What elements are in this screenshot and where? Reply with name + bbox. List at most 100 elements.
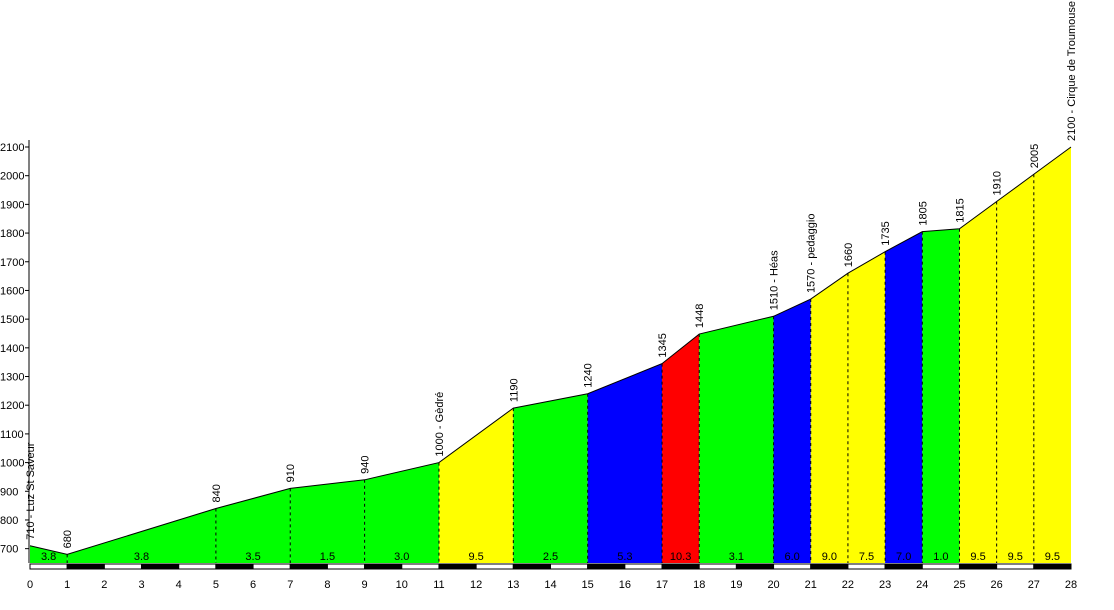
x-axis-strip-cell xyxy=(884,563,923,570)
elevation-point-label: 1735 xyxy=(880,221,892,245)
gradient-segment-8 xyxy=(662,334,700,563)
gradient-label: 3.0 xyxy=(394,551,409,563)
x-axis-strip-cell xyxy=(512,563,551,570)
gradient-segment-13 xyxy=(885,231,923,564)
x-axis-strip-cell xyxy=(847,563,886,570)
point-labels: 710 - Luz St Saveur 680 840 910 940 1000 - Gè… xyxy=(25,1,1078,548)
gradient-segment-14 xyxy=(922,228,960,564)
x-tick-label: 18 xyxy=(693,579,705,591)
y-tick-label: 1200 xyxy=(0,400,24,412)
gradient-segment-4 xyxy=(364,462,439,563)
gradient-label: 9.5 xyxy=(1045,551,1060,563)
x-tick-label: 0 xyxy=(27,579,33,591)
x-tick-label: 27 xyxy=(1028,579,1040,591)
gradient-segment-16 xyxy=(996,174,1034,563)
axes: 7008009001000110012001300140015001600170… xyxy=(0,140,1077,591)
elevation-point-label: 1805 xyxy=(917,201,929,225)
gradient-segment-0 xyxy=(30,545,68,563)
gradient-label: 3.8 xyxy=(134,551,149,563)
y-tick-label: 900 xyxy=(0,486,18,498)
x-axis-strip-cell xyxy=(475,563,514,570)
x-axis-strip-cell xyxy=(326,563,366,570)
profile-outline xyxy=(29,146,1072,555)
elevation-point-label: 1448 xyxy=(694,304,706,328)
elevation-point-label: 1910 xyxy=(992,171,1004,195)
gradient-label: 7.5 xyxy=(859,551,874,563)
x-tick-label: 5 xyxy=(213,579,219,591)
x-axis-strip-cell xyxy=(958,563,998,570)
x-tick-label: 2 xyxy=(101,579,107,591)
x-tick-label: 19 xyxy=(730,579,742,591)
gradient-segment-3 xyxy=(290,479,365,563)
gradient-label: 9.5 xyxy=(970,551,985,563)
x-axis-strip-cell xyxy=(1033,563,1072,570)
gradient-label: 7.0 xyxy=(896,551,911,563)
gradient-segment-9 xyxy=(699,316,774,563)
y-tick-label: 1900 xyxy=(0,199,24,211)
elevation-point-label: 1570 - pedaggio xyxy=(806,214,818,294)
x-tick-label: 26 xyxy=(991,579,1003,591)
y-tick-label: 700 xyxy=(0,544,18,556)
gradient-segment-10 xyxy=(773,299,811,563)
gradient-segment-1 xyxy=(67,508,216,563)
x-axis-strip-cell xyxy=(587,563,626,570)
gradient-label: 1.5 xyxy=(320,551,335,563)
x-axis-strip-cell xyxy=(29,563,68,570)
x-tick-label: 8 xyxy=(324,579,330,591)
gradient-segment-6 xyxy=(513,393,588,563)
gradient-label: 6.0 xyxy=(785,551,800,563)
x-axis-strip-cell xyxy=(438,563,477,570)
elevation-point-label: 910 xyxy=(285,464,297,482)
x-tick-label: 17 xyxy=(656,579,668,591)
gradient-label: 3.5 xyxy=(245,551,260,563)
x-axis-strip-cell xyxy=(624,563,663,570)
x-tick-label: 25 xyxy=(953,579,965,591)
gradient-label: 2.5 xyxy=(543,551,558,563)
x-axis-strip-cell xyxy=(735,563,775,570)
x-axis-strip-cell xyxy=(996,563,1035,570)
x-tick-label: 6 xyxy=(250,579,256,591)
y-tick-label: 1000 xyxy=(0,458,24,470)
gradient-segment-17 xyxy=(1033,147,1071,563)
elevation-point-label: 840 xyxy=(211,484,223,502)
x-axis-strip-cell xyxy=(289,563,328,570)
x-tick-label: 9 xyxy=(362,579,368,591)
elevation-point-label: 1000 - Gèdré xyxy=(434,392,446,457)
gradient-segment-fills xyxy=(30,147,1071,564)
elevation-point-label: 1345 xyxy=(657,333,669,357)
gradient-segment-7 xyxy=(587,363,663,563)
segment-dividers xyxy=(66,174,1035,563)
x-tick-label: 7 xyxy=(287,579,293,591)
profile-line xyxy=(29,146,1072,555)
elevation-point-label: 1660 xyxy=(843,243,855,267)
x-tick-label: 3 xyxy=(138,579,144,591)
elevation-point-label: 940 xyxy=(360,455,372,473)
gradient-segment-11 xyxy=(810,273,848,563)
x-tick-label: 4 xyxy=(176,579,182,591)
gradient-label: 3.8 xyxy=(41,551,56,563)
x-axis-strip-cell xyxy=(103,563,143,570)
x-axis-strip-cell xyxy=(252,563,291,570)
x-axis-strip-cell xyxy=(698,563,737,570)
y-tick-label: 2100 xyxy=(0,142,24,154)
gradient-label: 5.3 xyxy=(617,551,632,563)
x-tick-label: 14 xyxy=(544,579,556,591)
x-tick-label: 23 xyxy=(879,579,891,591)
y-tick-label: 1700 xyxy=(0,257,24,269)
x-tick-label: 16 xyxy=(619,579,631,591)
gradient-segment-2 xyxy=(215,488,291,563)
gradient-segment-5 xyxy=(438,408,514,563)
y-tick-label: 800 xyxy=(0,515,18,527)
x-tick-label: 24 xyxy=(916,579,928,591)
elevation-point-label: 2005 xyxy=(1029,144,1041,168)
y-tick-label: 1100 xyxy=(0,429,24,441)
gradient-label: 9.0 xyxy=(822,551,837,563)
x-axis-strip-cell xyxy=(178,563,217,570)
x-axis-strip-cell xyxy=(550,563,589,570)
x-axis-strip-cell xyxy=(773,563,812,570)
elevation-point-label: 680 xyxy=(62,530,74,548)
x-tick-label: 12 xyxy=(470,579,482,591)
gradient-label: 10.3 xyxy=(670,551,691,563)
x-axis-strip-cell xyxy=(661,563,700,570)
